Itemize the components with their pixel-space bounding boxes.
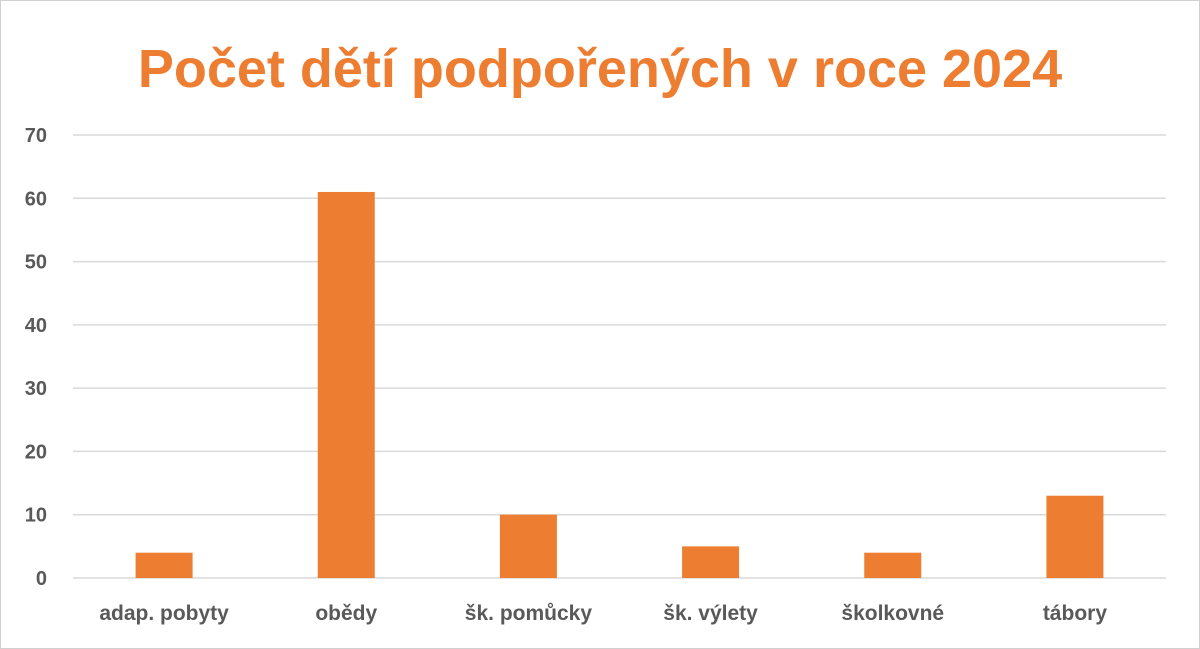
x-tick-label: tábory [1043, 602, 1108, 625]
bar [682, 546, 740, 578]
bar [317, 191, 375, 578]
x-tick-label: adap. pobyty [99, 602, 229, 625]
chart-title: Počet dětí podpořených v roce 2024 [137, 39, 1063, 99]
gridlines [73, 134, 1166, 579]
bar [1046, 495, 1104, 578]
y-axis-tick-labels: 0 10 20 30 40 50 60 70 [25, 125, 47, 590]
bar [135, 552, 193, 578]
x-tick-label: šk. pomůcky [465, 602, 593, 625]
x-tick-label: školkovné [841, 602, 944, 625]
x-tick-label: obědy [315, 602, 377, 625]
y-tick-label: 40 [25, 315, 47, 337]
bar [864, 552, 922, 578]
y-tick-label: 70 [25, 125, 47, 147]
y-tick-label: 0 [36, 568, 47, 590]
y-tick-label: 10 [25, 505, 47, 527]
y-tick-label: 20 [25, 441, 47, 463]
x-tick-label: šk. výlety [663, 602, 758, 625]
y-tick-label: 30 [25, 378, 47, 400]
y-tick-label: 60 [25, 188, 47, 210]
bars [135, 191, 1104, 578]
x-axis-category-labels: adap. pobyty obědy šk. pomůcky šk. výlety šk… [99, 602, 1107, 625]
y-tick-label: 50 [25, 252, 47, 274]
bar [499, 514, 557, 578]
